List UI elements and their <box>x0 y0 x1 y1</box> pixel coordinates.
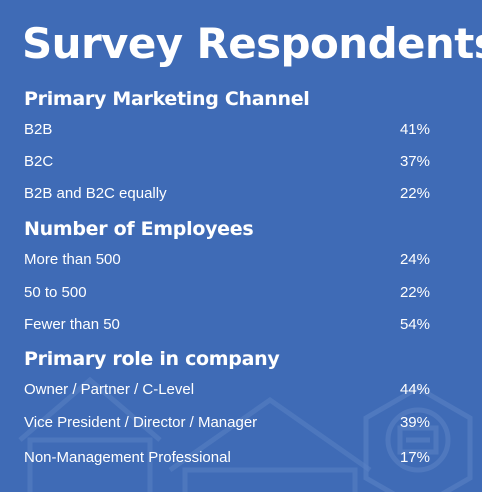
row-label: Fewer than 50 <box>24 316 120 333</box>
table-row: B2B and B2C equally 22% <box>0 182 482 206</box>
row-value: 41% <box>399 121 430 138</box>
section-heading: Number of Employees <box>24 218 254 240</box>
row-value: 54% <box>399 316 430 333</box>
page-title: Survey Respondents <box>22 19 482 68</box>
table-row: Owner / Partner / C-Level 44% <box>0 378 482 402</box>
house-outline-icon <box>18 376 162 492</box>
row-label: Non-Management Professional <box>24 449 231 466</box>
row-value: 37% <box>399 153 430 170</box>
table-row: Fewer than 50 54% <box>0 313 482 337</box>
row-label: Owner / Partner / C-Level <box>24 381 195 398</box>
row-value: 22% <box>399 284 430 301</box>
house-outline-icon <box>168 396 372 492</box>
row-label: 50 to 500 <box>24 284 87 301</box>
table-row: B2C 37% <box>0 150 482 174</box>
row-label: B2C <box>24 153 54 170</box>
row-label: More than 500 <box>24 251 121 268</box>
table-row: Vice President / Director / Manager 39% <box>0 411 482 435</box>
row-value: 17% <box>399 449 430 466</box>
table-row: 50 to 500 22% <box>0 281 482 305</box>
section-heading: Primary role in company <box>24 348 280 370</box>
row-value: 22% <box>399 185 430 202</box>
table-row: B2B 41% <box>0 118 482 142</box>
table-row: Non-Management Professional 17% <box>0 446 482 470</box>
table-row: More than 500 24% <box>0 248 482 272</box>
row-value: 39% <box>399 414 430 431</box>
row-label: Vice President / Director / Manager <box>24 414 258 431</box>
section-heading: Primary Marketing Channel <box>24 88 310 110</box>
row-value: 44% <box>399 381 430 398</box>
hexagon-building-icon <box>363 385 473 492</box>
row-value: 24% <box>399 251 430 268</box>
row-label: B2B and B2C equally <box>24 185 167 202</box>
row-label: B2B <box>24 121 53 138</box>
